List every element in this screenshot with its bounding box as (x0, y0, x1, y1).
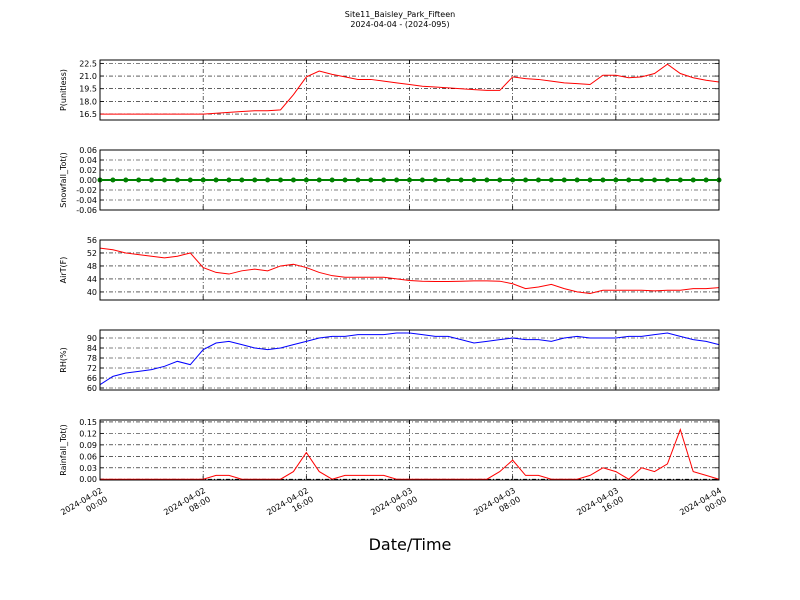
y-tick-label: 0.04 (79, 156, 97, 165)
x-axis-label: Date/Time (369, 535, 452, 554)
y-tick-label: 78 (87, 354, 97, 363)
y-tick-label: 0.15 (79, 418, 97, 427)
data-point (329, 177, 335, 183)
y-tick-label: 0.03 (79, 464, 97, 473)
panel-frame (99, 329, 720, 391)
data-point (407, 177, 412, 183)
y-tick-label: 0.02 (79, 166, 97, 175)
data-point (497, 177, 503, 183)
data-point (471, 177, 477, 183)
data-point (510, 177, 516, 183)
panel-frame (99, 419, 720, 481)
data-point (265, 177, 271, 183)
data-point (690, 177, 696, 183)
y-tick-label: 60 (87, 384, 97, 393)
y-tick-label: 52 (87, 249, 97, 258)
panel-frame (99, 239, 720, 301)
data-point (432, 177, 438, 183)
y-tick-label: 0.06 (79, 452, 97, 461)
y-tick-label: 66 (87, 374, 97, 383)
y-tick-label: -0.06 (76, 206, 97, 215)
y-tick-label: 22.5 (79, 59, 97, 68)
data-point (677, 177, 683, 183)
data-point (316, 177, 322, 183)
y-axis-label: Snowfall_Tot() (59, 152, 68, 208)
data-point (123, 177, 129, 183)
y-tick-label: 0.00 (79, 475, 97, 484)
y-axis-label: AirT(F) (59, 257, 68, 284)
data-point (342, 177, 348, 183)
data-point (239, 177, 245, 183)
data-point (626, 177, 632, 183)
y-axis-label: P(unitless) (59, 69, 68, 111)
chart-subtitle: 2024-04-04 - (2024-095) (350, 20, 449, 29)
data-point (535, 177, 541, 183)
y-tick-label: 56 (87, 236, 97, 245)
data-point (548, 177, 554, 183)
data-point (561, 177, 567, 183)
y-tick-label: -0.02 (76, 186, 97, 195)
y-tick-label: 90 (87, 334, 97, 343)
data-point (639, 177, 645, 183)
data-point (458, 177, 464, 183)
data-line (100, 427, 720, 480)
panel-frame (99, 59, 720, 121)
y-tick-label: 18.0 (79, 97, 97, 106)
y-tick-label: 84 (87, 344, 97, 353)
data-point (703, 177, 709, 183)
data-point (161, 177, 167, 183)
y-tick-label: 0.06 (79, 146, 97, 155)
data-point (149, 177, 155, 183)
data-point (252, 177, 258, 183)
data-point (290, 177, 296, 183)
y-tick-label: -0.04 (76, 196, 97, 205)
data-point (355, 177, 361, 183)
y-axis-label: Rainfall_Tot() (59, 424, 68, 476)
data-point (600, 177, 606, 183)
chart-title: Site11_Baisley_Park_Fifteen (345, 10, 455, 19)
y-tick-label: 48 (87, 262, 97, 271)
data-point (664, 177, 670, 183)
data-point (587, 177, 593, 183)
y-tick-label: 19.5 (79, 85, 97, 94)
data-point (368, 177, 374, 183)
data-line (99, 332, 720, 386)
data-point (381, 177, 387, 183)
data-line (99, 247, 720, 295)
data-point (523, 177, 529, 183)
panel-frame (99, 149, 720, 211)
data-point (574, 177, 580, 183)
y-axis-label: RH(%) (59, 347, 68, 372)
data-point (278, 177, 284, 183)
data-point (136, 177, 142, 183)
data-point (187, 177, 193, 183)
data-point (484, 177, 490, 183)
data-point (200, 177, 206, 183)
data-point (652, 177, 658, 183)
y-tick-label: 0.09 (79, 441, 97, 450)
y-tick-label: 0.00 (79, 176, 97, 185)
data-point (394, 177, 400, 183)
y-tick-label: 21.0 (79, 72, 97, 81)
data-point (226, 177, 232, 183)
y-tick-label: 0.12 (79, 429, 97, 438)
data-point (110, 177, 116, 183)
data-point (419, 177, 425, 183)
data-point (213, 177, 219, 183)
y-tick-label: 16.5 (79, 110, 97, 119)
data-point (303, 177, 309, 183)
y-tick-label: 72 (87, 364, 97, 373)
y-tick-label: 40 (87, 288, 97, 297)
y-tick-label: 44 (87, 275, 97, 284)
data-point (174, 177, 180, 183)
data-point (445, 177, 451, 183)
data-point (613, 177, 619, 183)
data-line (100, 63, 720, 115)
